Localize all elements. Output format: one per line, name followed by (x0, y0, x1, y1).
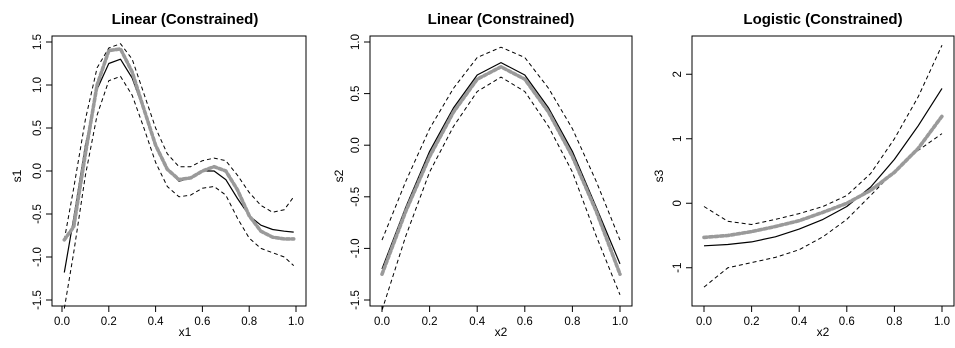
x-tick-label: 0.2 (744, 316, 760, 328)
panel-3-title: Logistic (Constrained) (743, 11, 902, 28)
series-line-dotted-gray-thick (62, 47, 296, 242)
y-tick-label: 0.0 (32, 163, 44, 179)
panel-1-frame (51, 35, 307, 307)
series-line-dashed-black-upper (703, 44, 943, 225)
series-line-dotted-gray-thick (380, 65, 622, 277)
y-tick-label: 1.0 (350, 34, 362, 50)
panel-3-y-axis: -1 0 1 2 (672, 71, 692, 273)
x-tick-label: 0.4 (148, 316, 165, 328)
y-tick-label: 0.0 (350, 137, 362, 153)
x-tick-label: 0.0 (54, 316, 70, 328)
panel-2-ylabel: s2 (332, 169, 346, 182)
y-tick-label: -1.5 (350, 290, 362, 310)
series-line-dashed-black-upper (63, 43, 295, 240)
panel-3-ylabel: s3 (652, 169, 666, 182)
x-tick-label: 0.0 (374, 316, 390, 328)
x-tick-label: 0.8 (241, 316, 257, 328)
panel-3-series (702, 44, 944, 288)
x-tick-label: 0.6 (839, 316, 855, 328)
x-tick-label: 0.8 (886, 316, 902, 328)
y-tick-label: 0.5 (350, 86, 362, 102)
panel-2-xlabel: x2 (495, 325, 508, 339)
panel-3-frame (691, 35, 955, 307)
y-tick-label: 1 (672, 136, 684, 142)
series-line-solid-black (381, 61, 621, 270)
panel-3-x-axis: 0.0 0.2 0.4 0.6 0.8 1.0 (696, 306, 950, 328)
y-tick-label: -0.5 (32, 204, 44, 224)
y-tick-label: -1.0 (32, 247, 44, 267)
series-line-dashed-black-lower (63, 75, 295, 309)
y-tick-label: -1 (672, 263, 684, 273)
series-line-dashed-black-lower (381, 76, 621, 311)
x-tick-label: 0.0 (696, 316, 712, 328)
y-tick-label: 2 (672, 71, 684, 77)
panel-1: Linear (Constrained) x1 s1 0.0 0.2 0.4 0.6 0… (10, 11, 307, 339)
x-tick-label: 0.4 (791, 316, 808, 328)
panel-2-frame (369, 35, 633, 307)
x-tick-label: 1.0 (934, 316, 950, 328)
panel-3: Logistic (Constrained) x2 s3 0.0 0.2 0.4 0.… (652, 11, 955, 339)
series-line-solid-black (63, 58, 294, 273)
panel-2-title: Linear (Constrained) (428, 11, 575, 28)
panel-2: Linear (Constrained) x2 s2 0.0 0.2 0.4 0.6 0… (332, 11, 633, 339)
y-tick-label: -1.0 (350, 238, 362, 258)
x-tick-label: 0.6 (194, 316, 210, 328)
panel-1-series (62, 43, 296, 309)
y-tick-label: 1.5 (32, 34, 44, 50)
series-line-dashed-black-lower (703, 133, 943, 288)
panel-1-y-axis: -1.5 -1.0 -0.5 0.0 0.5 1.0 1.5 (32, 34, 52, 310)
series-line-dotted-gray-thick (702, 114, 944, 240)
series-line-dashed-black-upper (381, 46, 621, 241)
y-tick-label: -0.5 (350, 187, 362, 207)
x-tick-label: 1.0 (612, 316, 628, 328)
panel-2-series (380, 46, 622, 311)
y-tick-label: 0.5 (32, 120, 44, 136)
panel-1-xlabel: x1 (179, 325, 192, 339)
panel-3-xlabel: x2 (817, 325, 830, 339)
series-line-solid-black (703, 88, 943, 247)
panel-2-x-axis: 0.0 0.2 0.4 0.6 0.8 1.0 (374, 306, 628, 328)
x-tick-label: 0.2 (101, 316, 117, 328)
panel-1-title: Linear (Constrained) (112, 11, 259, 28)
y-tick-label: 0 (672, 200, 684, 206)
panel-2-y-axis: -1.5 -1.0 -0.5 0.0 0.5 1.0 (350, 34, 370, 310)
x-tick-label: 0.8 (564, 316, 580, 328)
x-tick-label: 1.0 (288, 316, 304, 328)
panel-1-ylabel: s1 (10, 169, 24, 182)
y-tick-label: 1.0 (32, 77, 44, 93)
x-tick-label: 0.6 (517, 316, 533, 328)
y-tick-label: -1.5 (32, 290, 44, 310)
x-tick-label: 0.2 (422, 316, 438, 328)
panel-1-x-axis: 0.0 0.2 0.4 0.6 0.8 1.0 (54, 306, 304, 328)
x-tick-label: 0.4 (469, 316, 486, 328)
